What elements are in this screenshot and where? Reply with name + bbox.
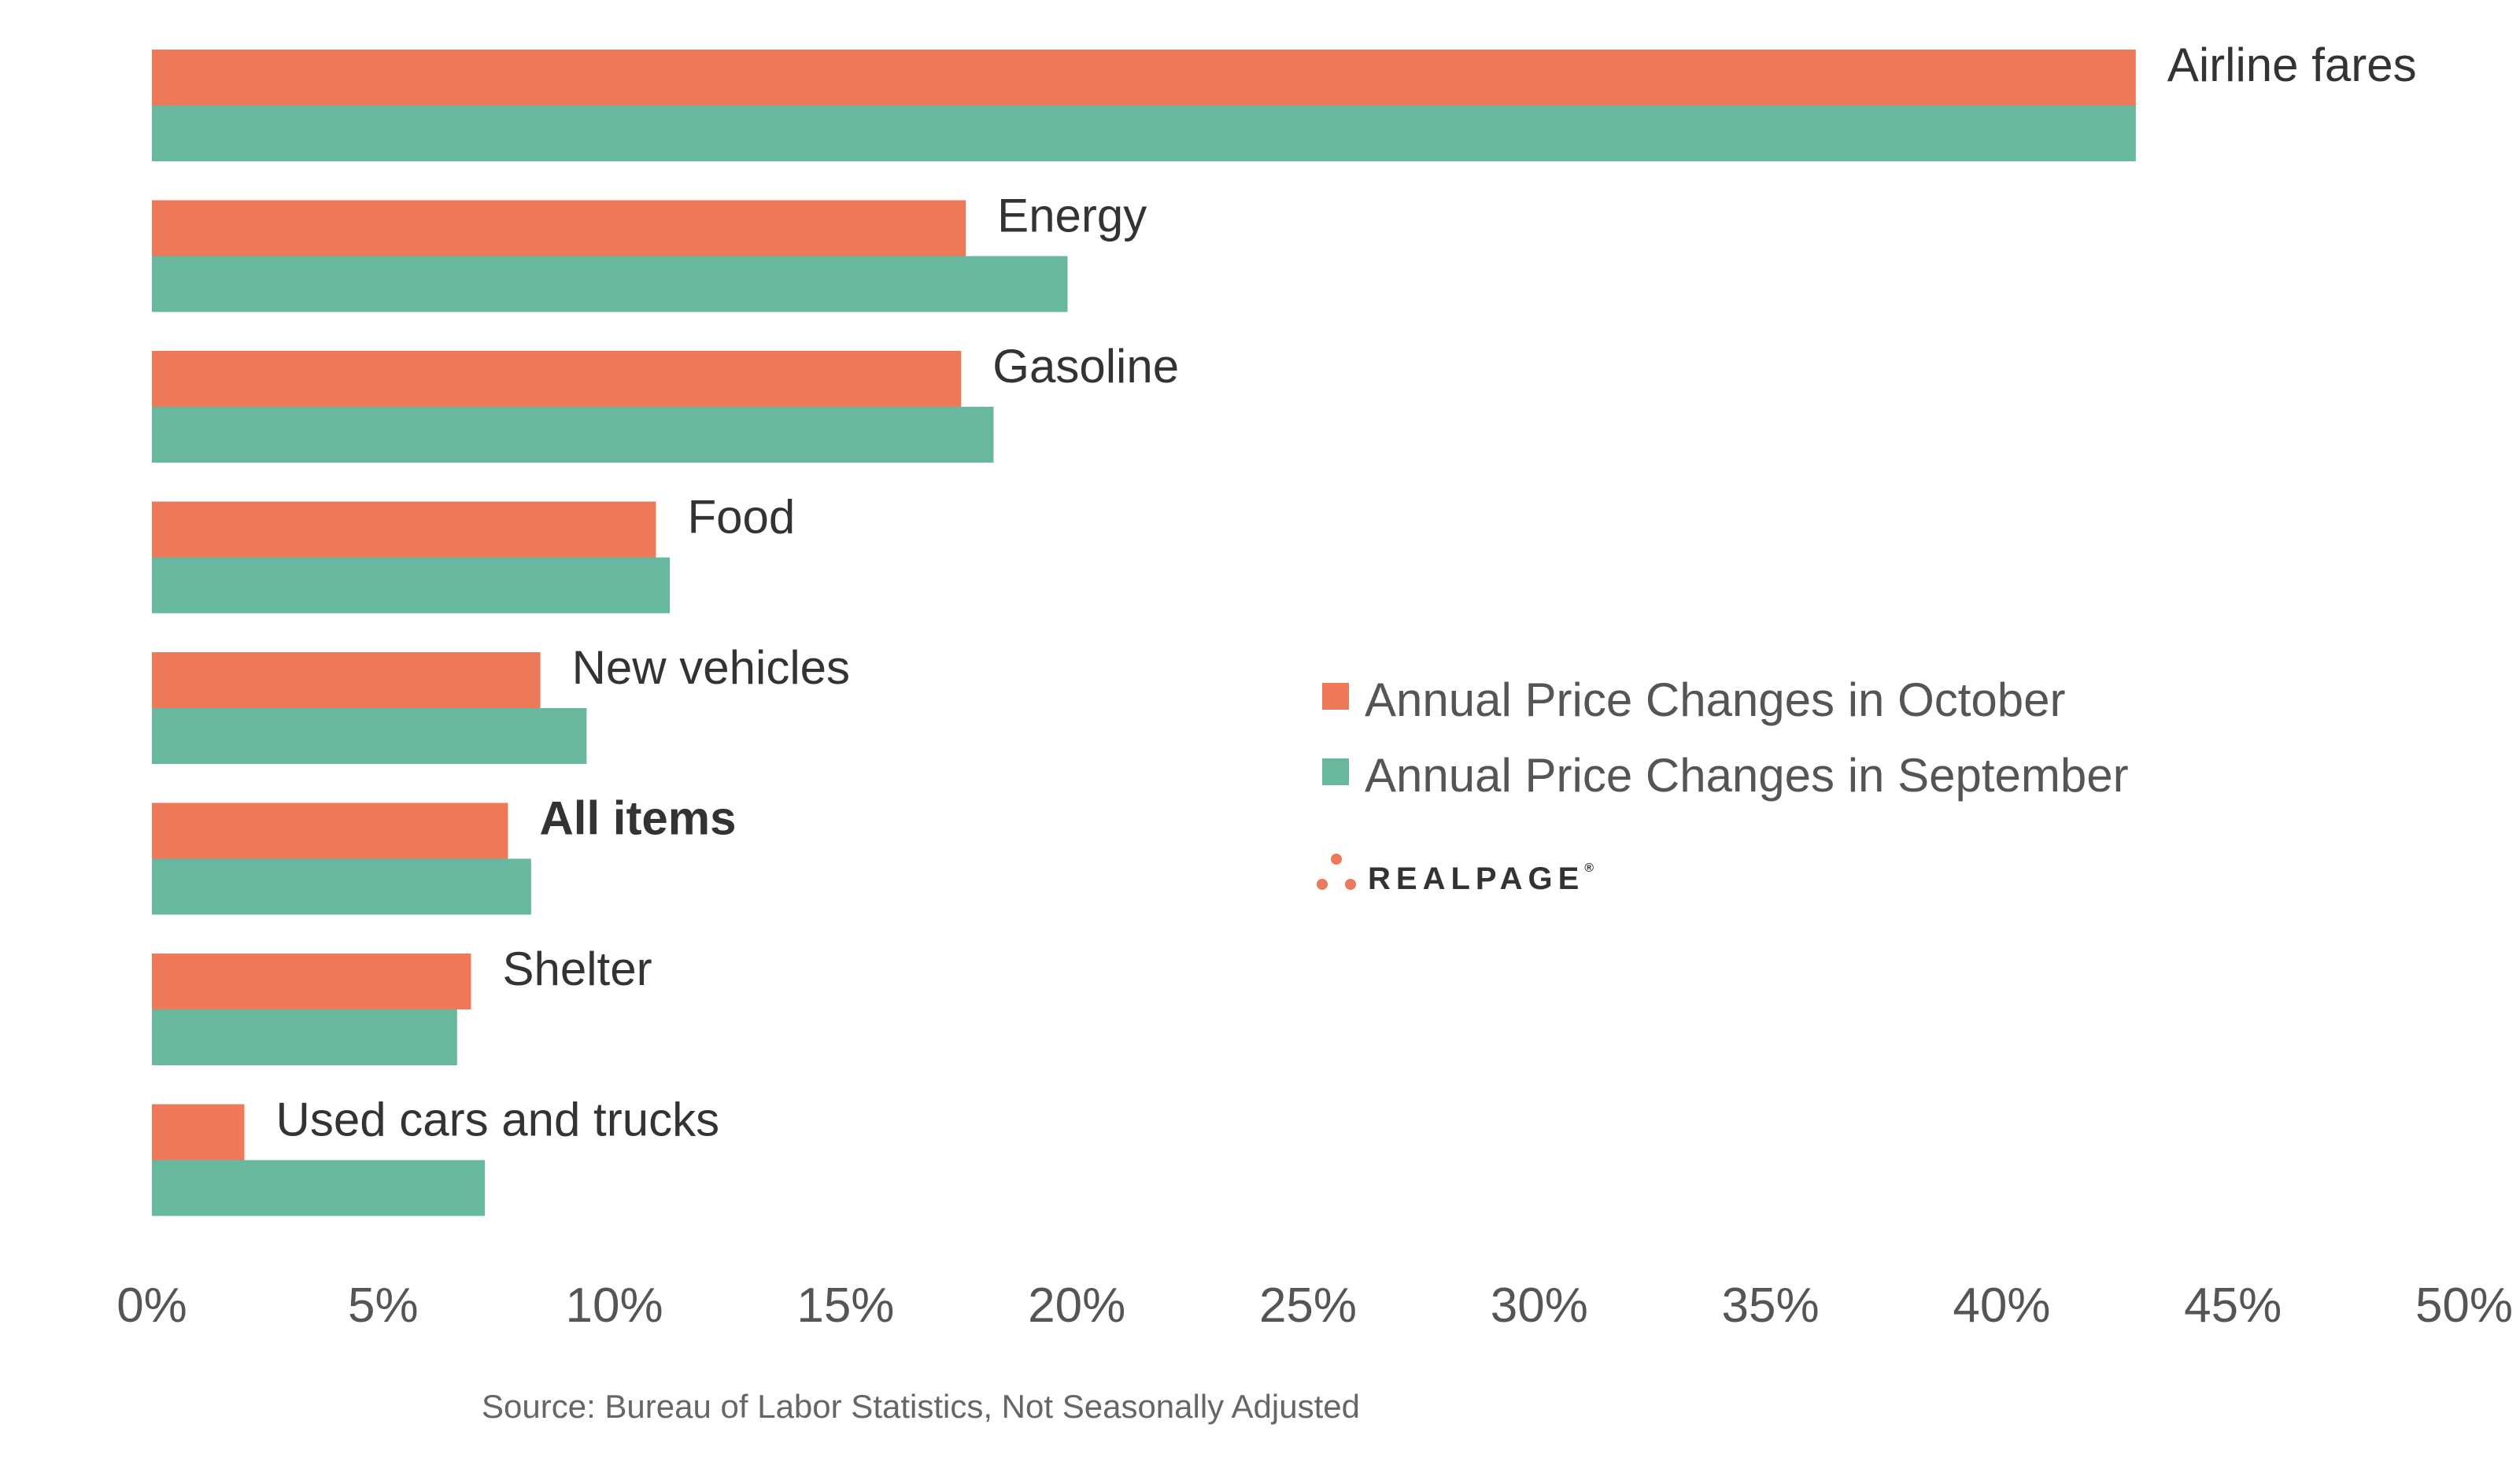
bar-all-items-october <box>152 802 508 859</box>
bar-food-september <box>152 557 671 614</box>
category-label-gasoline: Gasoline <box>992 340 1179 393</box>
bar-energy-september <box>152 256 1068 312</box>
x-tick-label: 40% <box>1953 1278 2050 1333</box>
category-label-airline-fares: Airline fares <box>2167 39 2417 91</box>
legend-swatch-october <box>1322 683 1349 710</box>
x-axis-tick-labels: 0% 5% 10% 15% 20% 25% 30% 35% 40% 45% 50% <box>116 1278 2513 1333</box>
bar-new-vehicles-october <box>152 652 541 708</box>
bar-shelter-october <box>152 954 471 1009</box>
legend-label-october: Annual Price Changes in October <box>1365 673 2066 726</box>
category-labels: Airline fares Energy Gasoline Food New vehic… <box>276 39 2417 1146</box>
x-tick-label: 5% <box>348 1278 419 1333</box>
bar-new-vehicles-september <box>152 708 587 764</box>
bar-energy-october <box>152 200 966 256</box>
category-label-food: Food <box>687 491 795 544</box>
x-tick-label: 0% <box>116 1278 187 1333</box>
legend-swatch-september <box>1322 758 1349 785</box>
bar-gasoline-october <box>152 351 962 407</box>
x-tick-label: 25% <box>1259 1278 1357 1333</box>
bar-used-cars-and-trucks-october <box>152 1104 245 1160</box>
x-tick-label: 20% <box>1028 1278 1125 1333</box>
bar-shelter-september <box>152 1009 457 1065</box>
category-label-energy: Energy <box>997 190 1147 242</box>
logo-dot <box>1331 854 1342 865</box>
legend: Annual Price Changes in October Annual P… <box>1322 673 2129 802</box>
logo-wordmark: REALPAGE® <box>1368 861 1599 896</box>
bar-airline-fares-september <box>152 105 2136 161</box>
x-tick-label: 45% <box>2184 1278 2282 1333</box>
logo-trademark: ® <box>1584 861 1599 875</box>
x-tick-label: 35% <box>1722 1278 1820 1333</box>
source-note: Source: Bureau of Labor Statistics, Not … <box>482 1388 1360 1425</box>
x-tick-label: 15% <box>796 1278 894 1333</box>
bar-all-items-september <box>152 858 531 915</box>
bar-food-october <box>152 501 656 558</box>
x-tick-label: 50% <box>2415 1278 2513 1333</box>
category-label-shelter: Shelter <box>502 943 652 995</box>
category-label-new-vehicles: New vehicles <box>572 641 850 694</box>
bar-gasoline-september <box>152 407 994 463</box>
logo-dot <box>1345 879 1356 890</box>
x-tick-label: 30% <box>1491 1278 1588 1333</box>
realpage-logo: REALPAGE® <box>1317 854 1599 896</box>
category-label-all-items: All items <box>539 792 736 845</box>
category-label-used-cars-and-trucks: Used cars and trucks <box>276 1094 720 1146</box>
bar-used-cars-and-trucks-september <box>152 1160 486 1216</box>
logo-dot <box>1317 879 1328 890</box>
bar-airline-fares-october <box>152 50 2136 105</box>
legend-label-september: Annual Price Changes in September <box>1365 749 2129 802</box>
x-tick-label: 10% <box>566 1278 663 1333</box>
bars-layer <box>152 50 2136 1216</box>
